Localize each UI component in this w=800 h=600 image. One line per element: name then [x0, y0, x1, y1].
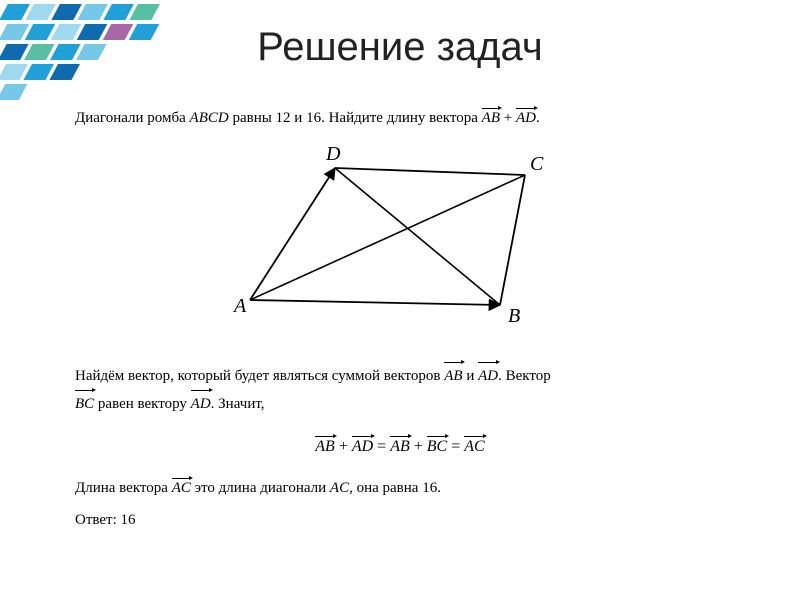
text: Длина вектора: [75, 480, 172, 496]
vector-ac: AC: [172, 478, 191, 497]
vector-ab: AB: [444, 362, 462, 390]
equals: =: [373, 438, 390, 455]
solution-paragraph-2: Длина вектора AC это длина диагонали AC,…: [75, 478, 441, 497]
text: равны 12 и 16. Найдите длину вектора: [229, 110, 482, 126]
plus: +: [335, 438, 352, 455]
plus: +: [500, 110, 516, 126]
label-d: D: [325, 143, 341, 165]
solution-paragraph-1: Найдём вектор, который будет являться су…: [75, 362, 551, 417]
text: и: [463, 368, 479, 384]
abcd: ABCD: [190, 110, 229, 126]
vector-ac: AC: [464, 436, 484, 456]
vector-ab: AB: [390, 436, 410, 456]
vector-ad: AD: [478, 362, 498, 390]
text: это длина диагонали: [191, 480, 330, 496]
slide-title: Решение задач: [0, 25, 800, 70]
rhombus-figure: A B C D: [220, 140, 580, 345]
equation: AB + AD = AB + BC = AC: [0, 436, 800, 456]
label-a: A: [232, 295, 247, 317]
ac: AC: [330, 480, 349, 496]
vector-ad: AD: [516, 108, 536, 127]
text: . Значит,: [211, 396, 265, 412]
plus: +: [410, 438, 427, 455]
vector-ab: AB: [315, 436, 335, 456]
label-c: C: [530, 153, 544, 175]
vector-ab: AB: [482, 108, 500, 127]
text: Диагонали ромба: [75, 110, 190, 126]
label-b: B: [508, 305, 520, 327]
vector-bc: BC: [427, 436, 447, 456]
text: , она равна 16.: [349, 480, 441, 496]
problem-statement: Диагонали ромба ABCD равны 12 и 16. Найд…: [75, 108, 540, 127]
text: Найдём вектор, который будет являться су…: [75, 368, 444, 384]
vector-bc: BC: [75, 390, 94, 418]
text: . Вектор: [498, 368, 551, 384]
vector-ad: AD: [352, 436, 373, 456]
equals: =: [447, 438, 464, 455]
vector-ad: AD: [191, 390, 211, 418]
text: равен вектору: [94, 396, 191, 412]
dot: .: [536, 110, 540, 126]
answer-line: Ответ: 16: [75, 512, 136, 529]
